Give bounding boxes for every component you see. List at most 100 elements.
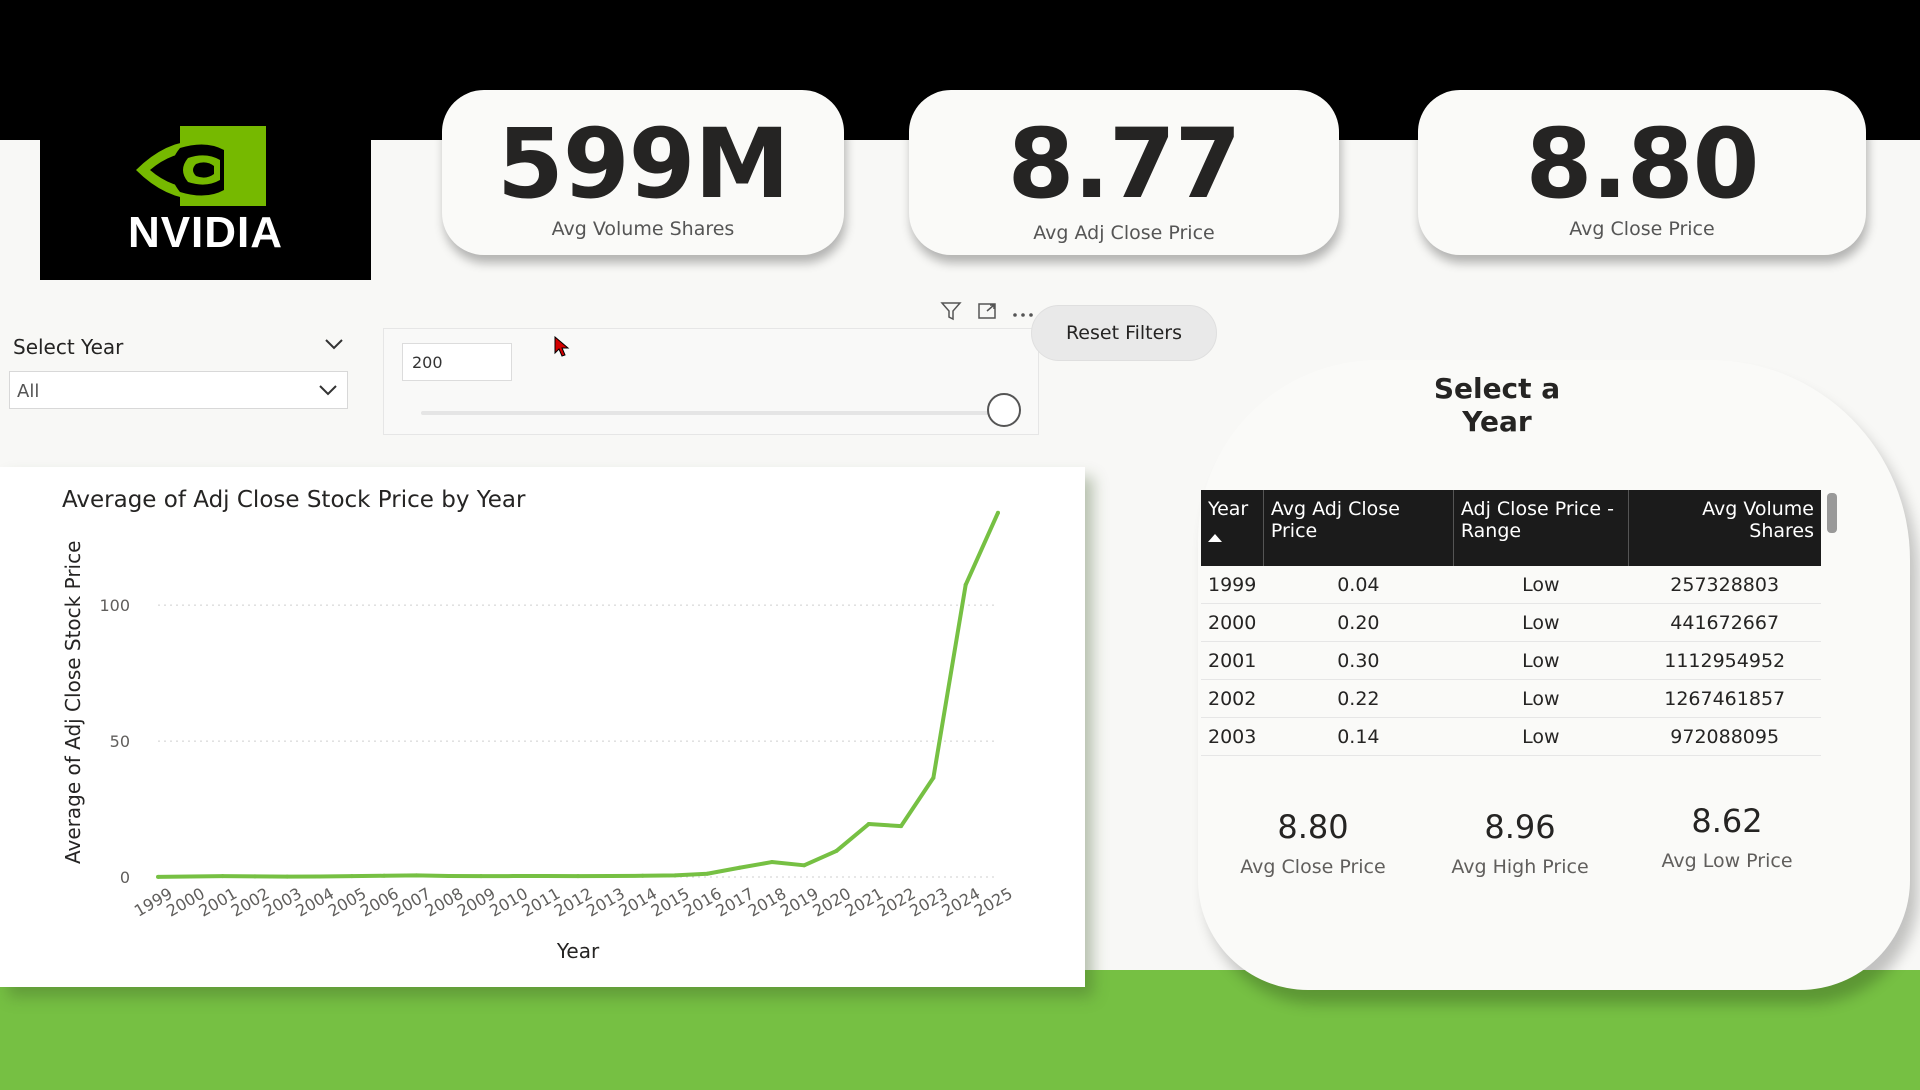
chart-data-point[interactable] [349,874,354,879]
chart-data-point[interactable] [317,874,322,879]
table-cell: Low [1453,566,1629,604]
mouse-cursor-icon [554,336,570,357]
chart-data-point[interactable] [156,874,160,879]
kpi-value: 8.77 [1007,108,1242,220]
chart-data-point[interactable] [543,874,548,879]
chart-data-point[interactable] [963,582,968,587]
chart-data-point[interactable] [996,510,1000,515]
adj-close-line-chart: Average of Adj Close Stock Price by Year… [0,467,1085,987]
chart-data-point[interactable] [382,873,387,878]
chart-series-line[interactable] [157,511,1000,879]
column-header-avg-volume[interactable]: Avg Volume Shares [1628,490,1821,566]
table-cell: 0.14 [1263,717,1454,756]
kpi-card-close: 8.80 Avg Close Price [1418,90,1866,255]
year-table: Year Avg Adj Close Price Adj Close Price… [1201,490,1821,756]
column-header-avg-adj-close[interactable]: Avg Adj Close Price [1263,490,1454,566]
chart-data-point[interactable] [802,863,807,868]
chart-data-point[interactable] [899,824,904,829]
mini-kpi-label: Avg High Price [1451,856,1589,878]
chart-data-point[interactable] [414,873,419,878]
chart-canvas: Average of Adj Close Stock Price Year 0 5… [61,510,1016,963]
chart-x-axis-label: Year [556,939,600,963]
mini-kpi-value: 8.80 [1277,808,1349,846]
table-cell: 1999 [1201,566,1264,604]
chart-data-point[interactable] [640,873,645,878]
mini-kpi-value: 8.62 [1691,802,1763,840]
chart-data-point[interactable] [769,860,774,865]
column-header-range[interactable]: Adj Close Price - Range [1453,490,1629,566]
chart-y-tick: 0 [120,868,130,887]
table-cell: 0.20 [1263,603,1454,642]
sort-ascending-icon[interactable] [1208,534,1222,542]
table-row[interactable]: 2000 0.20 Low 441672667 [1201,603,1821,642]
table-row[interactable]: 2003 0.14 Low 972088095 [1201,717,1821,756]
table-cell: 2002 [1201,679,1264,718]
chevron-down-icon[interactable] [323,333,345,355]
panel-title: Select a Year [1433,372,1561,438]
chart-x-tick: 2025 [971,884,1016,921]
column-header-year[interactable]: Year [1201,490,1264,566]
chart-data-point[interactable] [576,874,580,879]
footer-band [0,970,1920,1090]
table-cell: 2001 [1201,641,1264,680]
chart-data-point[interactable] [672,873,677,878]
kpi-value: 8.80 [1525,108,1760,220]
reset-filters-button[interactable]: Reset Filters [1031,305,1217,361]
range-value-input[interactable]: 200 [402,343,512,381]
table-cell: Low [1453,603,1629,642]
table-cell: 0.04 [1263,566,1454,604]
mini-kpi-label: Avg Low Price [1661,850,1793,872]
table-cell: 1267461857 [1628,679,1821,718]
table-cell: 2003 [1201,717,1264,756]
chart-y-axis-label: Average of Adj Close Stock Price [61,541,85,864]
mini-kpi-label: Avg Close Price [1240,856,1386,878]
range-slider-thumb[interactable] [987,393,1021,427]
mini-kpi-high: 8.96 Avg High Price [1420,808,1620,878]
mini-kpi-low: 8.62 Avg Low Price [1627,802,1827,872]
chevron-down-icon [319,385,337,396]
focus-mode-icon[interactable] [977,302,997,324]
more-options-icon[interactable] [1012,304,1034,323]
filter-icon[interactable] [940,301,962,325]
table-cell: 0.22 [1263,679,1454,718]
table-cell: 441672667 [1628,603,1821,642]
chart-data-point[interactable] [931,775,936,780]
chart-data-point[interactable] [479,874,484,879]
nvidia-eye-icon [136,126,266,206]
table-row[interactable]: 1999 0.04 Low 257328803 [1201,566,1821,604]
chart-data-point[interactable] [220,874,225,879]
year-dropdown[interactable]: All [9,371,348,409]
nvidia-logo: NVIDIA [40,126,371,280]
table-cell: Low [1453,717,1629,756]
chart-data-point[interactable] [866,821,871,826]
visual-header-icons [940,301,1044,325]
table-row[interactable]: 2002 0.22 Low 1267461857 [1201,679,1821,718]
kpi-label: Avg Close Price [1569,218,1715,240]
table-row[interactable]: 2001 0.30 Low 1112954952 [1201,641,1821,680]
table-cell: 0.30 [1263,641,1454,680]
table-cell: 1112954952 [1628,641,1821,680]
chart-y-tick: 50 [110,732,130,751]
kpi-card-adj-close: 8.77 Avg Adj Close Price [909,90,1339,255]
chart-data-point[interactable] [188,874,193,879]
chart-data-point[interactable] [705,871,710,876]
chart-data-point[interactable] [511,874,516,879]
chart-data-point[interactable] [446,874,451,879]
table-cell: Low [1453,679,1629,718]
chart-data-point[interactable] [285,874,290,879]
chart-data-point[interactable] [608,874,613,879]
mini-kpi-value: 8.96 [1484,808,1556,846]
chart-data-point[interactable] [834,848,839,853]
range-track[interactable] [421,411,1001,415]
year-dropdown-value: All [17,381,40,402]
year-slicer-title: Select Year [13,335,124,359]
chart-title: Average of Adj Close Stock Price by Year [62,487,526,513]
kpi-value: 599M [497,108,790,220]
table-scrollbar[interactable] [1827,493,1837,533]
kpi-card-volume: 599M Avg Volume Shares [442,90,844,255]
table-cell: 2000 [1201,603,1264,642]
chart-data-point[interactable] [737,865,742,870]
mini-kpi-close: 8.80 Avg Close Price [1213,808,1413,878]
kpi-label: Avg Volume Shares [551,218,735,240]
chart-data-point[interactable] [252,874,257,879]
